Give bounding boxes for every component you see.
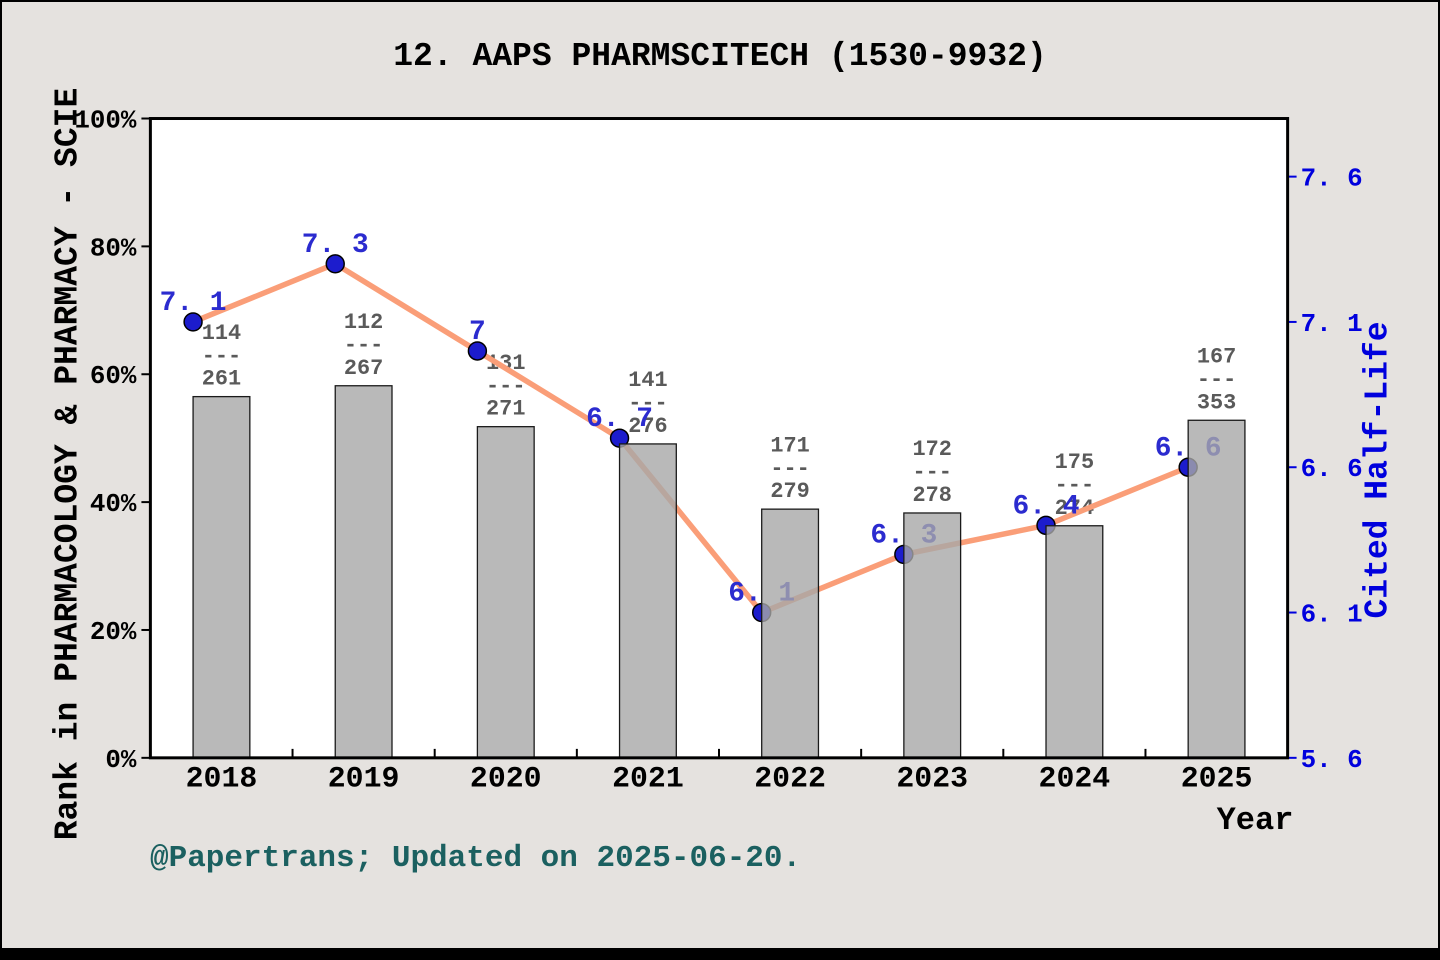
year-label: 2021: [612, 762, 684, 796]
footer-note: @Papertrans; Updated on 2025-06-20.: [150, 841, 802, 876]
fraction-separator: ---: [202, 344, 241, 369]
fraction-label: 114---261: [202, 321, 241, 392]
point-label: 7: [469, 317, 486, 348]
left-tick-label: 80%: [90, 233, 137, 263]
fraction-denominator: 271: [486, 397, 525, 422]
left-tick-label: 40%: [90, 489, 137, 519]
fraction-numerator: 131: [486, 351, 525, 376]
fraction-numerator: 167: [1197, 345, 1236, 370]
year-label: 2018: [186, 762, 258, 796]
point-label: 7. 1: [160, 288, 227, 319]
fraction-denominator: 278: [913, 483, 952, 508]
fraction-denominator: 353: [1197, 390, 1236, 415]
fraction-label: 167---353: [1197, 345, 1236, 416]
bar: [192, 395, 251, 759]
right-tick-label: 5. 6: [1301, 745, 1363, 775]
right-tick-label: 6. 1: [1301, 599, 1363, 629]
fraction-numerator: 175: [1055, 450, 1094, 475]
fraction-numerator: 171: [770, 433, 809, 458]
fraction-denominator: 279: [770, 479, 809, 504]
left-tick-label: 0%: [105, 745, 137, 775]
fraction-separator: ---: [1055, 473, 1094, 498]
chart-title: 12. AAPS PHARMSCITECH (1530-9932): [393, 38, 1047, 75]
year-label: 2024: [1039, 762, 1111, 796]
line-series: [190, 261, 1191, 616]
fraction-separator: ---: [628, 391, 667, 416]
year-label: 2025: [1181, 762, 1253, 796]
fraction-label: 141---276: [628, 368, 667, 439]
year-label: 2019: [328, 762, 400, 796]
fraction-numerator: 112: [344, 310, 383, 335]
fraction-label: 112---267: [344, 310, 383, 381]
year-label: 2020: [470, 762, 542, 796]
fraction-denominator: 267: [344, 356, 383, 381]
point-label: 6. 7: [586, 404, 653, 435]
bar: [476, 426, 535, 759]
fraction-denominator: 276: [628, 414, 667, 439]
right-tick-label: 7. 1: [1301, 309, 1363, 339]
bar: [761, 508, 820, 759]
plot-area: [150, 118, 1288, 758]
bar: [1187, 419, 1246, 759]
fraction-separator: ---: [1197, 367, 1236, 392]
fraction-label: 171---279: [770, 433, 809, 504]
fraction-numerator: 141: [628, 368, 667, 393]
plot-border: [148, 117, 1290, 760]
left-tick-label: 60%: [90, 361, 137, 391]
right-tick-label: 7. 6: [1301, 164, 1363, 194]
fraction-separator: ---: [344, 333, 383, 358]
fraction-denominator: 261: [202, 367, 241, 392]
fraction-label: 175---274: [1055, 450, 1094, 521]
data-point: [183, 312, 203, 332]
x-axis-title: Year: [1216, 802, 1294, 839]
year-label: 2023: [896, 762, 968, 796]
data-point: [325, 254, 345, 274]
point-label: 6. 4: [1013, 491, 1080, 522]
point-label: 7. 3: [302, 230, 369, 261]
fraction-numerator: 114: [202, 321, 241, 346]
fraction-label: 131---271: [486, 351, 525, 422]
left-tick-label: 100%: [74, 105, 137, 135]
fraction-separator: ---: [770, 456, 809, 481]
data-point: [467, 341, 488, 361]
left-tick-label: 20%: [90, 617, 137, 647]
bottom-bar: [2, 948, 1438, 958]
fraction-separator: ---: [913, 460, 952, 485]
bar: [1045, 525, 1104, 759]
bar: [334, 385, 393, 759]
right-tick-label: 6. 6: [1301, 454, 1363, 484]
bar: [903, 512, 962, 759]
year-label: 2022: [754, 762, 826, 796]
fraction-label: 172---278: [913, 437, 952, 508]
fraction-numerator: 172: [913, 437, 952, 462]
bar: [618, 443, 677, 759]
